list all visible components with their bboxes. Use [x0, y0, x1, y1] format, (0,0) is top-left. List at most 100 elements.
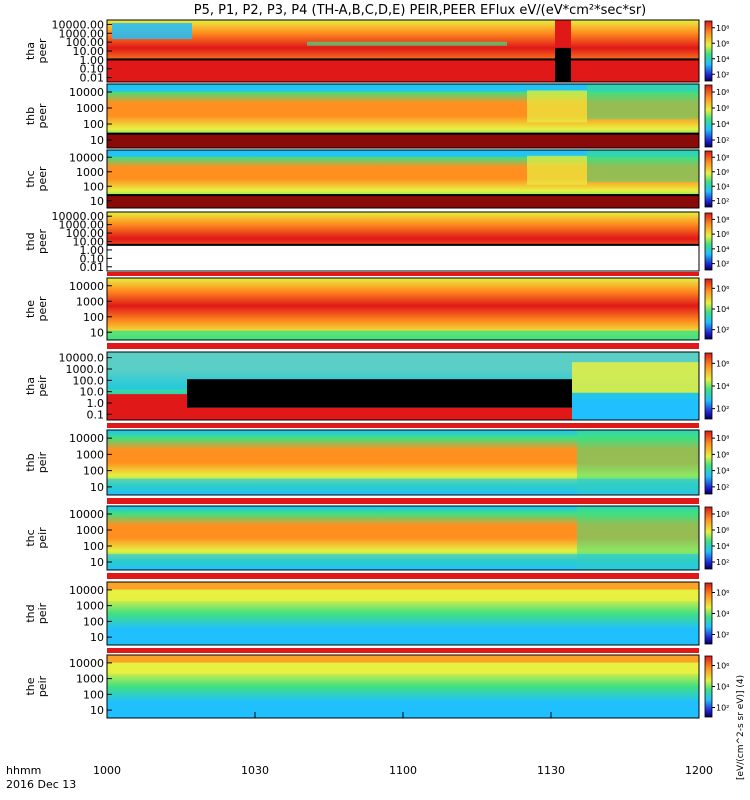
y-tick-label: 10	[90, 556, 104, 569]
panel-thd-peir: 10000 1000 100 10 thdpeir 10⁶ 10⁴ 10²	[24, 573, 729, 646]
y-tick-label: 10000.0	[59, 352, 105, 365]
y-tick-label: 0.10	[80, 63, 105, 76]
colorbar-tick-label: 10⁸	[716, 510, 729, 519]
colorbar-tick-label: 10⁶	[716, 39, 729, 48]
panel-frame	[106, 351, 700, 421]
colorbar-tick-label: 10⁶	[716, 662, 729, 671]
y-tick-label: 1000	[76, 448, 104, 461]
colorbar-tick-label: 10⁸	[716, 434, 729, 443]
colorbar-tick-label: 10²	[716, 197, 729, 206]
colorbar-tick-label: 10⁶	[716, 526, 729, 535]
colorbar-tick-label: 10⁴	[716, 120, 729, 129]
panel-thb-peer: 10000 1000 100 10 thbpeer 10⁸ 10⁶ 10⁴ 10²	[24, 83, 729, 149]
colorbar	[704, 84, 713, 148]
panel-thb-peir: 10000 1000 100 10 thbpeir 10⁸ 10⁶ 10⁴ 10²	[24, 423, 729, 496]
panel-frame	[106, 429, 700, 496]
x-tick-label: 1130	[537, 764, 565, 777]
time-axis-label-hhmm: hhmm	[6, 764, 41, 777]
y-tick-label: 1.0	[87, 397, 105, 410]
panel-label: thapeir	[24, 375, 49, 397]
y-tick-label: 10	[90, 326, 104, 339]
y-tick-label: 0.01	[80, 261, 105, 274]
mode-bar	[107, 648, 699, 653]
mode-bar	[107, 573, 699, 579]
panel-frame	[106, 83, 700, 149]
panel-the-peir: 10000 1000 100 10 thepeir 10⁶ 10⁴ 10²	[24, 648, 729, 719]
colorbar-tick-label: 10⁶	[716, 168, 729, 177]
colorbar-tick-label: 10²	[716, 558, 729, 567]
panel-the-peer: 10000 1000 100 10 thepeer 10⁶ 10⁴ 10²	[24, 272, 729, 341]
y-tick-label: 10000	[69, 280, 104, 293]
y-tick-label: 10.00	[73, 236, 105, 249]
panel-frame	[106, 505, 700, 571]
y-tick-label: 100	[83, 311, 104, 324]
colorbar-tick-label: 10⁶	[716, 104, 729, 113]
mode-bar	[107, 498, 699, 504]
y-tick-label: 10	[90, 481, 104, 494]
y-tick-label: 1000.00	[59, 219, 105, 232]
colorbar-tick-label: 10⁴	[716, 610, 729, 619]
colorbar-tick-label: 10²	[716, 70, 729, 79]
colorbar-tick-label: 10⁸	[716, 215, 729, 224]
figure-title: P5, P1, P2, P3, P4 (TH-A,B,C,D,E) PEIR,P…	[194, 3, 647, 18]
y-tick-label: 1.00	[80, 244, 105, 257]
y-tick-label: 10000	[69, 584, 104, 597]
time-axis: hhmm 2016 Dec 13 1000 1030 1100 1130 1200	[6, 712, 713, 791]
y-tick-label: 1000.00	[59, 27, 105, 40]
colorbar	[704, 352, 713, 420]
panel-label: thcpeir	[24, 527, 49, 549]
mode-bar	[107, 343, 699, 349]
y-tick-label: 1000	[76, 295, 104, 308]
colorbar-tick-label: 10⁴	[716, 182, 729, 191]
colorbar-tick-label: 10⁸	[716, 88, 729, 97]
y-tick-label: 100	[83, 688, 104, 701]
x-tick-label: 1000	[93, 764, 121, 777]
y-tick-label: 10000	[69, 508, 104, 521]
colorbar	[704, 212, 713, 271]
y-tick-label: 10.0	[80, 386, 105, 399]
colorbar-tick-label: 10⁶	[716, 230, 729, 239]
colorbar-tick-label: 10⁴	[716, 467, 729, 476]
y-tick-label: 1000	[76, 600, 104, 613]
panel-label: thdpeer	[24, 229, 49, 255]
mode-bar	[107, 272, 699, 276]
colorbar-tick-label: 10²	[716, 136, 729, 145]
y-tick-label: 1000	[76, 102, 104, 115]
colorbar	[704, 430, 713, 495]
colorbar-tick-label: 10⁴	[716, 382, 729, 391]
colorbar	[704, 655, 713, 718]
colorbar-tick-label: 10⁶	[716, 450, 729, 459]
y-tick-label: 0.1	[87, 408, 105, 421]
colorbar-tick-label: 10²	[716, 326, 729, 335]
colorbar-tick-label: 10⁸	[716, 153, 729, 162]
y-tick-label: 100.00	[66, 36, 105, 49]
colorbar-tick-label: 10⁸	[716, 24, 729, 33]
y-tick-label: 100	[83, 118, 104, 131]
panel-label: thcpeer	[24, 166, 49, 192]
colorbar-unit-label: [eV/(cm^2-s sr eV)] (4)	[736, 675, 746, 780]
time-axis-label-date: 2016 Dec 13	[6, 778, 76, 791]
panel-frame	[106, 581, 700, 646]
colorbar-tick-label: 10²	[716, 405, 729, 414]
mode-bar	[107, 423, 699, 428]
panel-label: thepeir	[24, 675, 49, 697]
y-tick-label: 1000	[76, 524, 104, 537]
panel-stack: 10000.001000.00100.0010.001.000.100.01th…	[24, 18, 729, 719]
panel-label: thbpeer	[24, 103, 49, 129]
y-tick-label: 1000	[76, 166, 104, 179]
colorbar-tick-label: 10⁴	[716, 305, 729, 314]
colorbar	[704, 20, 713, 82]
colorbar-tick-label: 10⁴	[716, 542, 729, 551]
panel-thc-peir: 10000 1000 100 10 thcpeir 10⁸ 10⁶ 10⁴ 10²	[24, 498, 729, 571]
x-tick-label: 1030	[241, 764, 269, 777]
y-tick-label: 10	[90, 195, 104, 208]
colorbar-tick-label: 10⁶	[716, 359, 729, 368]
x-tick-label: 1200	[685, 764, 713, 777]
y-tick-label: 10	[90, 134, 104, 147]
colorbar	[704, 582, 713, 645]
y-tick-label: 100.00	[66, 227, 105, 240]
y-tick-label: 10000	[69, 86, 104, 99]
y-tick-label: 1000	[76, 673, 104, 686]
panel-label: thepeer	[24, 296, 49, 322]
